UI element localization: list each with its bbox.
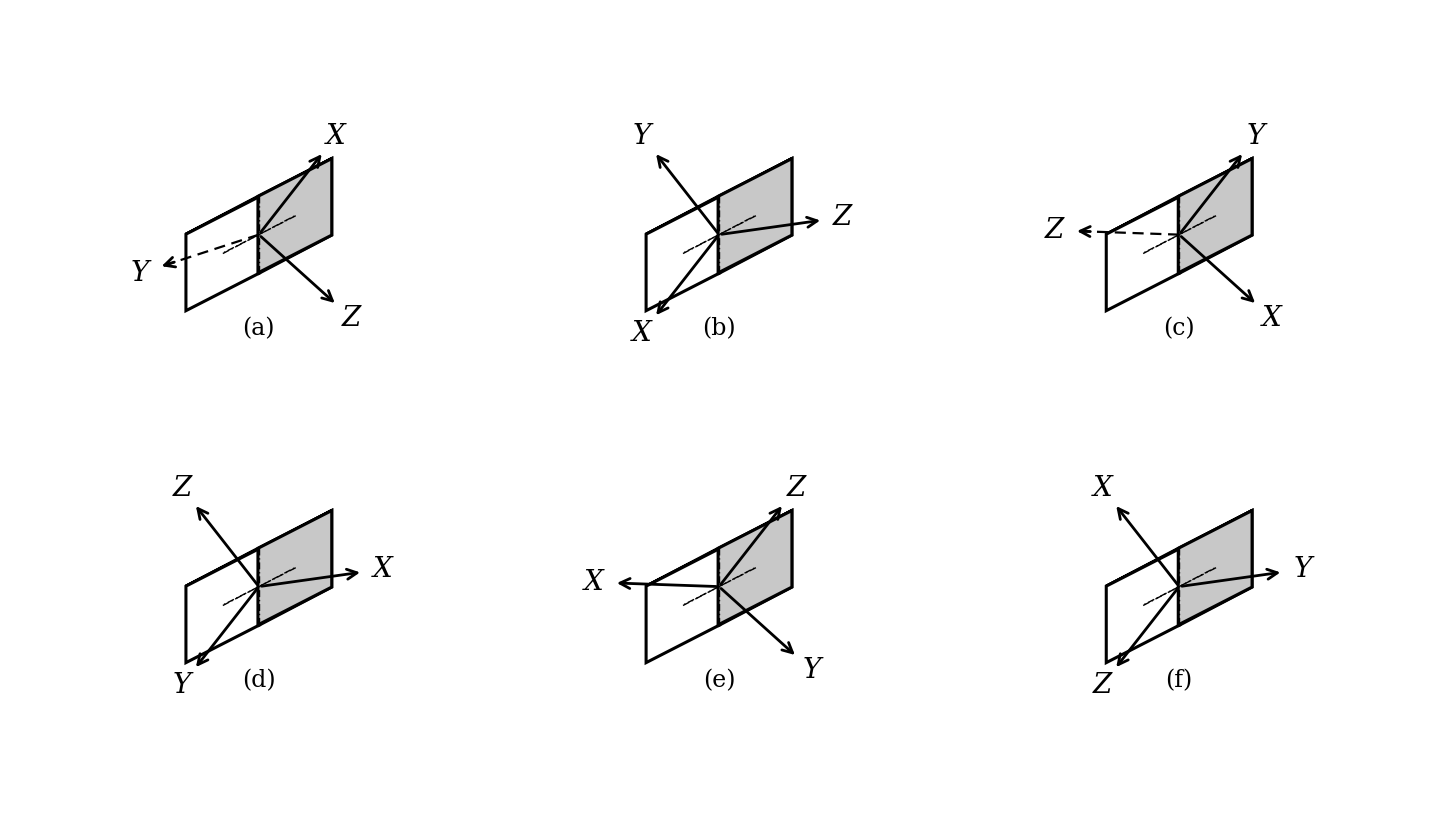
Polygon shape — [186, 196, 260, 311]
Text: Z: Z — [787, 474, 805, 502]
Text: Y: Y — [633, 122, 651, 150]
Text: X: X — [584, 569, 604, 596]
Polygon shape — [646, 510, 792, 586]
Text: X: X — [326, 122, 345, 150]
Polygon shape — [1106, 510, 1252, 586]
Text: (f): (f) — [1166, 670, 1192, 692]
Text: Y: Y — [173, 671, 191, 699]
Polygon shape — [1178, 158, 1252, 273]
Polygon shape — [1181, 510, 1252, 625]
Polygon shape — [1106, 548, 1181, 663]
Text: Z: Z — [342, 305, 361, 332]
Text: X: X — [1263, 305, 1281, 332]
Text: (d): (d) — [242, 670, 276, 692]
Polygon shape — [646, 196, 720, 311]
Text: Y: Y — [1247, 122, 1265, 150]
Polygon shape — [1106, 158, 1252, 234]
Text: X: X — [633, 319, 651, 347]
Polygon shape — [260, 510, 332, 625]
Text: Y: Y — [802, 657, 821, 684]
Polygon shape — [646, 158, 792, 234]
Polygon shape — [720, 510, 792, 625]
Text: Z: Z — [833, 204, 853, 230]
Text: Z: Z — [1044, 217, 1064, 244]
Polygon shape — [718, 510, 792, 625]
Polygon shape — [1178, 510, 1252, 625]
Polygon shape — [257, 510, 332, 625]
Polygon shape — [718, 158, 792, 273]
Polygon shape — [186, 510, 332, 586]
Polygon shape — [1106, 196, 1181, 311]
Polygon shape — [260, 158, 332, 273]
Text: Y: Y — [131, 260, 150, 287]
Text: Z: Z — [173, 474, 191, 502]
Text: X: X — [1093, 474, 1112, 502]
Polygon shape — [646, 548, 720, 663]
Polygon shape — [1181, 158, 1252, 273]
Text: Y: Y — [1294, 556, 1311, 582]
Text: (b): (b) — [702, 318, 736, 340]
Polygon shape — [186, 158, 332, 234]
Polygon shape — [186, 548, 260, 663]
Text: (a): (a) — [243, 318, 275, 340]
Text: (c): (c) — [1163, 318, 1195, 340]
Polygon shape — [720, 158, 792, 273]
Text: X: X — [372, 556, 393, 582]
Polygon shape — [257, 158, 332, 273]
Text: (e): (e) — [703, 670, 735, 692]
Text: Z: Z — [1093, 671, 1112, 699]
